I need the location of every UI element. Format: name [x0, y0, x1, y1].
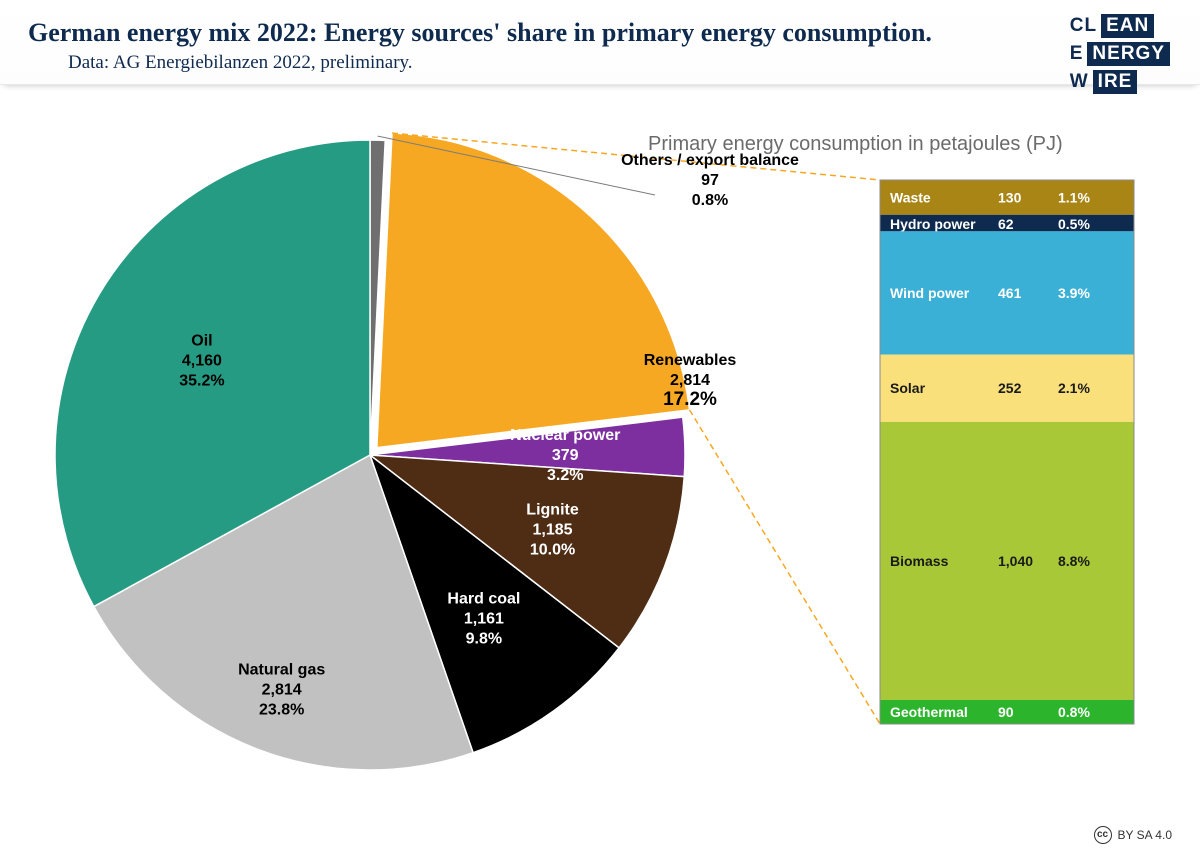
cc-icon: cc [1094, 826, 1112, 844]
chart-area: Others / export balance970.8%Renewables2… [10, 120, 1190, 820]
slice-label: Others / export balance970.8% [621, 152, 799, 209]
chart-subtitle: Data: AG Energiebilanzen 2022, prelimina… [68, 52, 1170, 74]
brand-logo: CLEAN ENERGY WIRE [1070, 14, 1170, 98]
chart-svg: Others / export balance970.8%Renewables2… [10, 120, 1190, 820]
chart-title: German energy mix 2022: Energy sources' … [28, 18, 1170, 48]
slice-label: Lignite1,18510.0% [526, 501, 579, 558]
license-footer: cc BY SA 4.0 [1094, 826, 1173, 844]
license-text: BY SA 4.0 [1118, 828, 1173, 842]
connector-line [690, 410, 880, 724]
pie-slice [377, 133, 690, 448]
header: German energy mix 2022: Energy sources' … [0, 0, 1200, 85]
